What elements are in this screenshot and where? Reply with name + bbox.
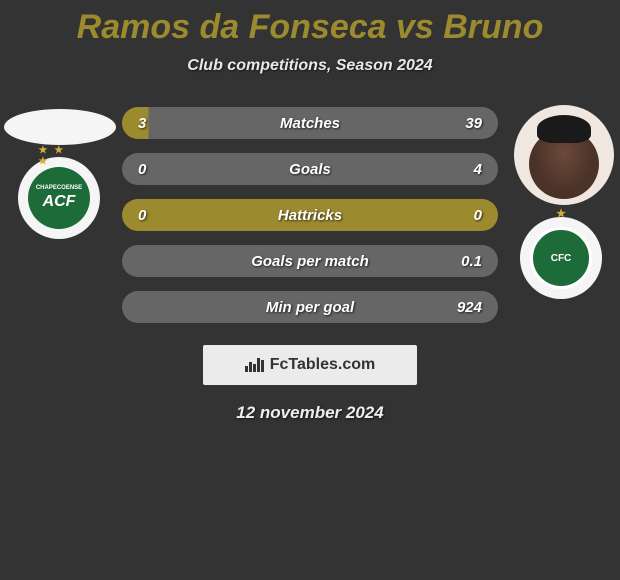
stat-left-value: 0 bbox=[138, 207, 182, 224]
player-right-avatar bbox=[514, 105, 614, 205]
stat-label: Goals bbox=[289, 161, 331, 178]
infographic-container: Ramos da Fonseca vs Bruno Club competiti… bbox=[0, 0, 620, 423]
stat-left-value: 0 bbox=[138, 161, 182, 178]
watermark-text: FcTables.com bbox=[270, 356, 376, 374]
club-left-badge: CHAPECOENSE ACF bbox=[18, 157, 100, 239]
main-row: CHAPECOENSE ACF 3 Matches 39 0 Goals 4 0 Hattri… bbox=[0, 105, 620, 323]
club-left-top-text: CHAPECOENSE bbox=[36, 185, 82, 191]
stat-right-value: 39 bbox=[438, 115, 482, 132]
stat-label: Matches bbox=[280, 115, 340, 132]
comparison-subtitle: Club competitions, Season 2024 bbox=[0, 57, 620, 75]
club-right-badge: CFC bbox=[520, 217, 602, 299]
stat-bar-matches: 3 Matches 39 bbox=[122, 107, 498, 139]
club-right-abbr: CFC bbox=[530, 227, 592, 289]
club-left-inner: CHAPECOENSE ACF bbox=[28, 167, 90, 229]
comparison-title: Ramos da Fonseca vs Bruno bbox=[0, 8, 620, 47]
stat-right-value: 924 bbox=[438, 299, 482, 316]
date-line: 12 november 2024 bbox=[0, 403, 620, 423]
stat-bar-goals: 0 Goals 4 bbox=[122, 153, 498, 185]
stat-label: Min per goal bbox=[266, 299, 354, 316]
stat-right-value: 4 bbox=[438, 161, 482, 178]
stat-bar-goals-per-match: Goals per match 0.1 bbox=[122, 245, 498, 277]
right-column: CFC bbox=[506, 105, 614, 299]
stat-bar-hattricks: 0 Hattricks 0 bbox=[122, 199, 498, 231]
player-left-avatar bbox=[4, 109, 116, 145]
left-column: CHAPECOENSE ACF bbox=[6, 105, 114, 239]
stat-right-value: 0 bbox=[438, 207, 482, 224]
stat-bar-min-per-goal: Min per goal 924 bbox=[122, 291, 498, 323]
watermark: FcTables.com bbox=[203, 345, 417, 385]
stat-label: Hattricks bbox=[278, 207, 342, 224]
stat-left-value: 3 bbox=[138, 115, 182, 132]
chart-icon bbox=[245, 358, 264, 372]
club-left-abbr: ACF bbox=[43, 193, 76, 211]
stat-label: Goals per match bbox=[251, 253, 369, 270]
player-right-face-icon bbox=[529, 129, 599, 199]
stat-right-value: 0.1 bbox=[438, 253, 482, 270]
stat-bars: 3 Matches 39 0 Goals 4 0 Hattricks 0 Goals per ma… bbox=[122, 105, 498, 323]
